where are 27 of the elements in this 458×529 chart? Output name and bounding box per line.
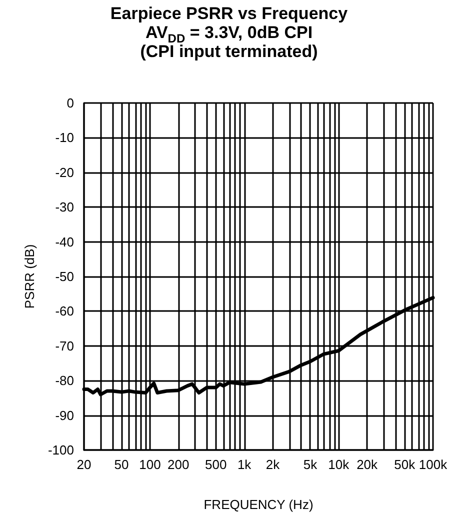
x-tick-label: 20k xyxy=(356,457,378,472)
y-axis-title: PSRR (dB) xyxy=(22,244,37,309)
y-tick-label: -50 xyxy=(55,269,74,284)
chart-title: Earpiece PSRR vs Frequency xyxy=(109,4,349,23)
y-tick-label: -40 xyxy=(55,234,74,250)
y-tick-label: -60 xyxy=(55,304,74,319)
x-tick-label: 10k xyxy=(328,457,350,472)
x-tick-label: 100 xyxy=(139,457,161,472)
y-tick-label: -20 xyxy=(55,164,74,180)
x-tick-label: 500 xyxy=(205,457,227,472)
chart-subtitle: AV$_{DD}$ = 3.3V, 0dB CPI (CPI input terminated) xyxy=(139,23,319,61)
x-tick-label: 100k xyxy=(418,457,448,472)
x-tick-label: 2k xyxy=(266,457,280,472)
y-tick-label: -80 xyxy=(55,373,74,388)
y-tick-label: 0 xyxy=(66,96,74,110)
x-tick-label: 50k xyxy=(394,457,416,472)
y-tick-label: -90 xyxy=(55,408,74,423)
x-tick-label: 5k xyxy=(303,457,318,472)
y-tick-label: -10 xyxy=(55,130,74,146)
x-axis-title: FREQUENCY (Hz) xyxy=(204,497,314,512)
x-tick-label: 50 xyxy=(114,457,129,472)
y-tick-label: -100 xyxy=(48,442,74,458)
x-tick-label: 20 xyxy=(76,457,92,472)
y-tick-label: -30 xyxy=(55,200,74,215)
x-tick-label: 1k xyxy=(237,457,252,472)
y-tick-label: -70 xyxy=(55,338,74,354)
x-tick-label: 200 xyxy=(168,457,190,472)
